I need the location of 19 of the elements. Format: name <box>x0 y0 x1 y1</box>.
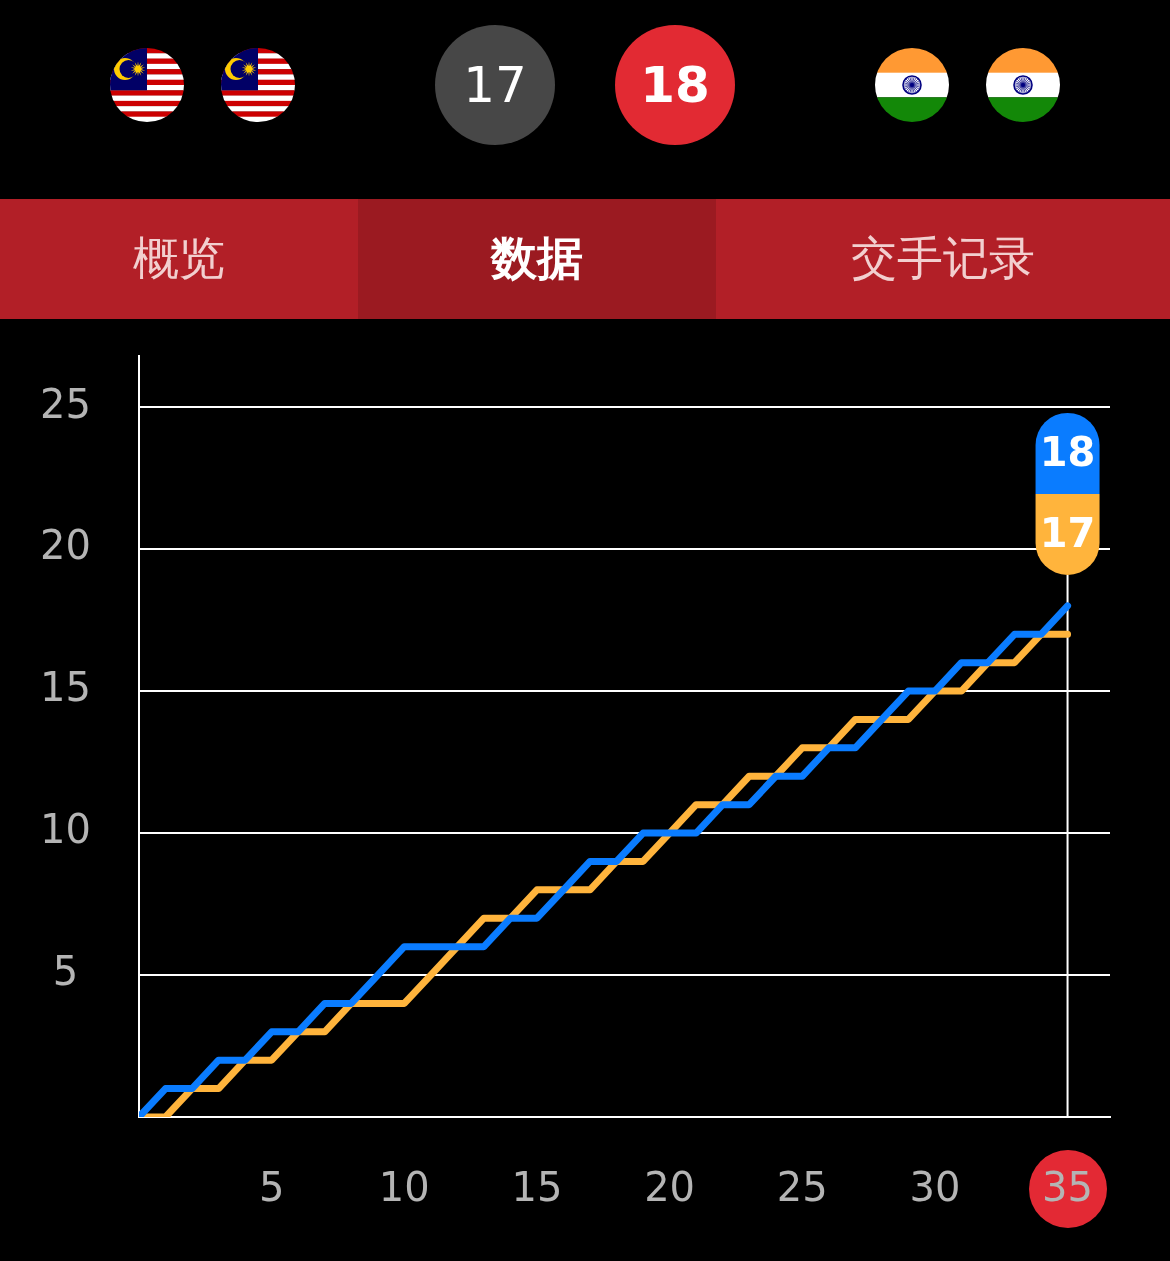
x-tick-label: 5 <box>258 1164 285 1211</box>
y-tick-label: 25 <box>40 380 91 427</box>
y-tick-label: 10 <box>40 806 91 853</box>
annotation: 18 <box>1039 428 1096 475</box>
x-tick-label: 20 <box>644 1164 696 1211</box>
x-tick-label: 15 <box>511 1164 563 1211</box>
x-tick-label: 25 <box>776 1164 828 1211</box>
y-tick-label: 20 <box>40 522 91 569</box>
y-tick-label: 15 <box>40 664 91 711</box>
text: 18 <box>615 25 735 145</box>
text: 17 <box>435 25 555 145</box>
text: 交手记录 <box>851 230 1035 287</box>
x-tick-label: 30 <box>909 1164 961 1211</box>
x-tick-label: 35 <box>1042 1164 1094 1211</box>
text: 概览 <box>133 230 225 287</box>
y-tick-label: 5 <box>52 948 79 995</box>
text: 数据 <box>491 230 583 287</box>
x-tick-label: 10 <box>378 1164 430 1211</box>
annotation: 17 <box>1039 509 1096 556</box>
